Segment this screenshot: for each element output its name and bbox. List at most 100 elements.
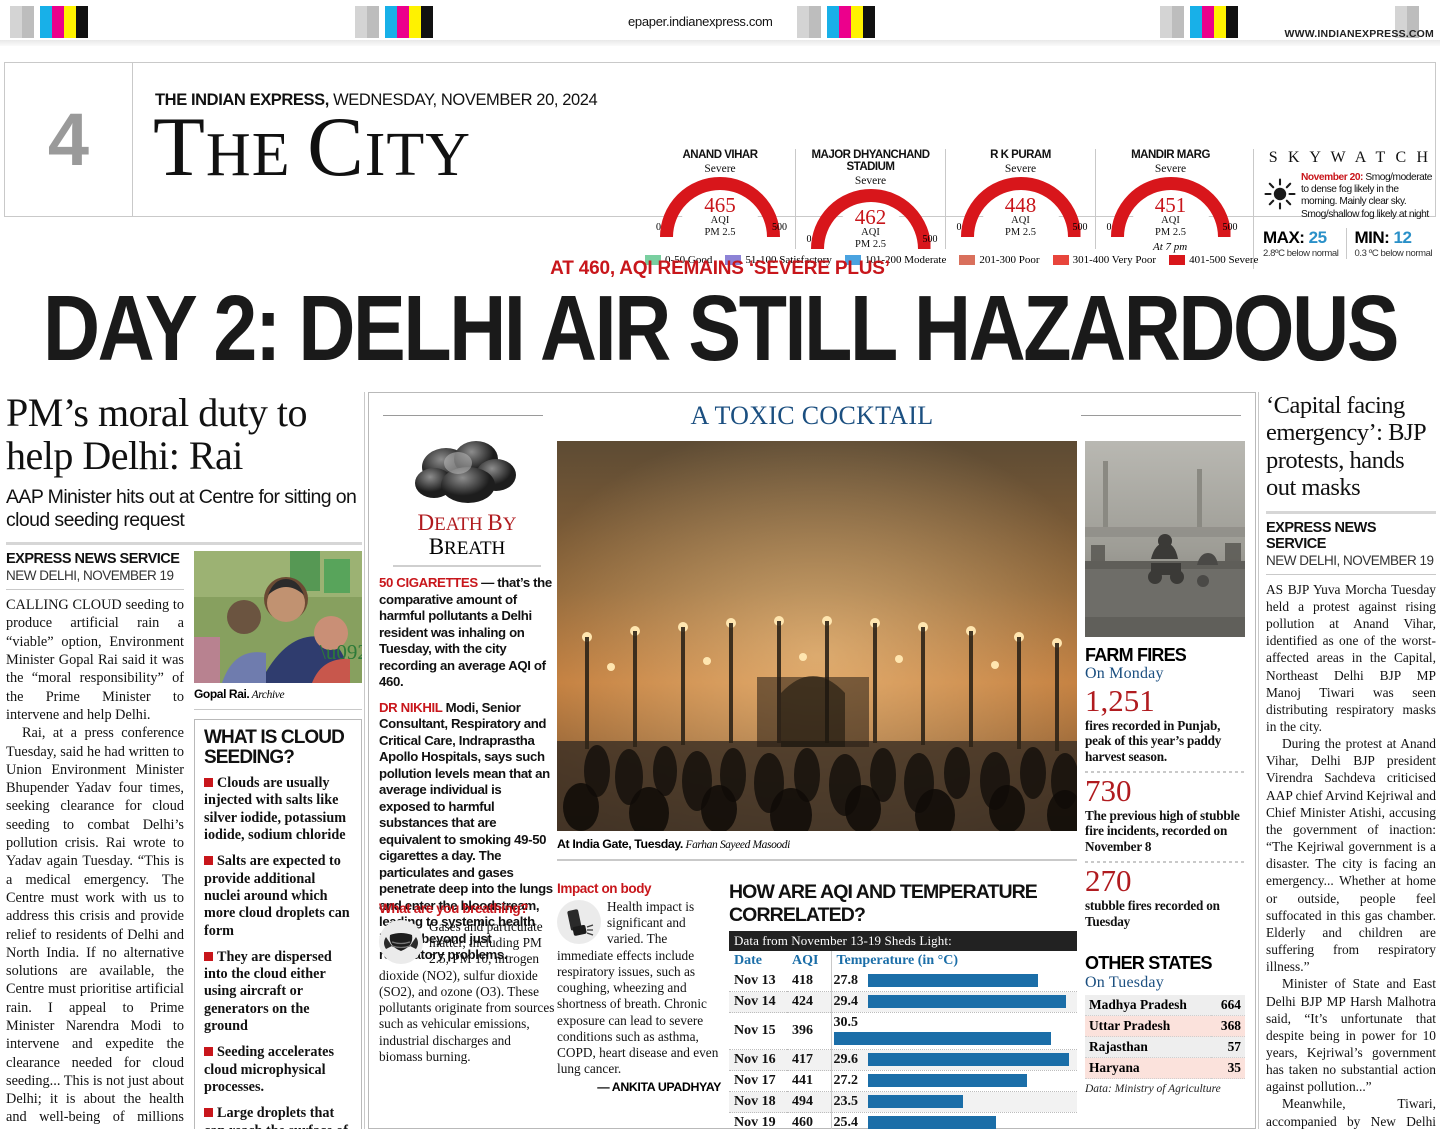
cloud-seeding-point-0: Clouds are usually injected with salts l…: [204, 775, 352, 844]
point-text: Large droplets that can reach the surfac…: [204, 1105, 348, 1129]
impact-on-body: Impact on body Health impact is signific…: [557, 881, 721, 1094]
color-block-1: [10, 6, 88, 38]
gauge-max: 500: [1222, 222, 1238, 233]
temp-bar: [867, 995, 1066, 1009]
farm-fires-stats: 1,251 fires recorded in Punjab, peak of t…: [1085, 683, 1245, 929]
col-date: Date: [734, 953, 762, 968]
point-text: Seeding accelerates cloud microphysical …: [204, 1044, 335, 1096]
columns-region: PM’s moral duty to help Delhi: Rai AAP M…: [0, 391, 1440, 1129]
stat-value: 730: [1085, 773, 1132, 809]
color-block-2: [355, 6, 433, 38]
legend-item-5: 401-500 Severe: [1169, 254, 1258, 266]
state-count: 35: [1211, 1057, 1245, 1079]
death-by-breath: DEATH BY BREATH 50 CIGARETTES — that’s t…: [379, 437, 555, 973]
temp-bar: [867, 974, 1038, 988]
temp-bar: [867, 1095, 964, 1109]
aqi-gauge-3: MANDIR MARG Severe 451 AQI PM 2.5 0 500: [1095, 149, 1245, 249]
section-title-t: T: [153, 100, 206, 194]
cell-date: Nov 15: [729, 1012, 787, 1050]
gauge-max: 500: [922, 234, 938, 245]
skywatch-date: November 20:: [1301, 172, 1363, 183]
paragraph: CALLING CLOUD seeding to produce artific…: [6, 597, 184, 723]
left-article-subtitle: AAP Minister hits out at Centre for sitt…: [6, 485, 357, 532]
gauge-value: 465: [704, 193, 736, 217]
color-block-4: [1160, 6, 1238, 38]
inhaler-icon: [557, 900, 601, 944]
state-name: Uttar Pradesh: [1085, 1015, 1212, 1037]
state-row: Madhya Pradesh 664: [1085, 995, 1245, 1016]
state-name: Rajasthan: [1085, 1036, 1212, 1058]
table-row: Nov 19 460 25.4: [729, 1112, 1077, 1129]
section-title-c: C: [307, 100, 365, 194]
stat-text: The previous high of stubble fire incide…: [1085, 807, 1240, 855]
lead-kicker: AT 460, AQI REMAINS ‘SEVERE PLUS’: [550, 258, 890, 279]
gauge-unit: AQI PM 2.5: [704, 215, 736, 239]
legend-item-1: 51-100 Satisfactory: [725, 254, 832, 266]
aqi-temperature-table: HOW ARE AQI AND TEMPERATURE CORRELATED? …: [729, 881, 1077, 1129]
caption-credit: Farhan Sayeed Masoodi: [682, 839, 790, 851]
cell-temperature: 27.2: [831, 1070, 1077, 1092]
divider: [1085, 861, 1245, 864]
impact-heading: Impact on body: [557, 881, 652, 896]
gauge-min: 0: [656, 222, 661, 233]
india-gate-photo: [557, 441, 1077, 831]
temp-value: 27.8: [833, 973, 859, 988]
table-row: Nov 15 396 30.5: [729, 1012, 1077, 1050]
column-divider-right: [1258, 392, 1259, 1129]
breathing-text: Gases and particulate matter, including …: [379, 919, 555, 1064]
gauge-dial: 462 AQI PM 2.5 0 500: [806, 189, 938, 251]
dbb-b2: B: [428, 534, 445, 560]
point-text: Salts are expected to provide additional…: [204, 853, 350, 939]
other-states-title: OTHER STATES: [1085, 953, 1213, 973]
cell-aqi: 494: [787, 1091, 832, 1113]
bar-shadow: [0, 40, 1440, 46]
temp-value: 30.5: [833, 1015, 859, 1030]
page-number: 4: [47, 98, 90, 181]
gauge-dial: 451 AQI PM 2.5 0 500: [1106, 177, 1238, 239]
section-title-ity: ITY: [364, 121, 472, 189]
skywatch-forecast: November 20: Smog/moderate to dense fog …: [1301, 172, 1437, 221]
print-registration-bar: epaper.indianexpress.com WWW.INDIANEXPRE…: [0, 0, 1440, 46]
legend-swatch: [1052, 255, 1069, 265]
stat-value: 1,251: [1085, 683, 1155, 718]
toxic-cocktail-package: A TOXIC COCKTAIL: [368, 392, 1256, 1129]
paragraph: AS BJP Yuva Morcha Tuesday held a protes…: [1266, 581, 1436, 734]
color-block-5: [1395, 6, 1419, 38]
legend-label: 101-200 Moderate: [864, 254, 947, 266]
gauge-unit: AQI PM 2.5: [1005, 215, 1036, 239]
gauge-value: 451: [1154, 193, 1187, 217]
dbb-text-1: — that’s the comparative amount of harmf…: [379, 575, 552, 690]
cell-temperature: 30.5: [831, 1012, 1077, 1050]
dbb-b: B: [487, 510, 503, 535]
stat-text: fires recorded in Punjab, peak of this y…: [1085, 717, 1222, 765]
aqi-gauge-row: ANAND VIHAR Severe 465 AQI PM 2.5 0 500 MAJOR D…: [645, 149, 1245, 251]
paragraph: Meanwhile, Tiwari, accompanied by New De…: [1266, 1096, 1436, 1129]
divider: [1266, 510, 1436, 514]
cloud-seeding-point-4: Large droplets that can reach the surfac…: [204, 1105, 352, 1129]
other-states-table: Madhya Pradesh 664 Uttar Pradesh 368 Rajasth…: [1085, 995, 1245, 1079]
mask-icon: [379, 920, 423, 964]
dbb-paragraph-1: 50 CIGARETTES — that’s the comparative a…: [379, 575, 555, 691]
legend-label: 51-100 Satisfactory: [745, 254, 832, 266]
dbb-lead-1: 50 CIGARETTES: [379, 575, 478, 591]
epaper-url-label: epaper.indianexpress.com: [628, 14, 773, 29]
cloud-seeding-points: Clouds are usually injected with salts l…: [204, 775, 352, 1129]
gauge-station-name: ANAND VIHAR: [682, 149, 759, 161]
color-block-3: [797, 6, 875, 38]
aqi-gauge-0: ANAND VIHAR Severe 465 AQI PM 2.5 0 500: [645, 149, 795, 249]
section-title: THE CITY: [153, 105, 471, 190]
cloud-seeding-point-3: Seeding accelerates cloud microphysical …: [204, 1044, 352, 1096]
dbb-lead-2: DR NIKHIL: [379, 699, 443, 715]
cell-aqi: 417: [787, 1049, 832, 1071]
site-url-label: WWW.INDIANEXPRESS.COM: [1284, 28, 1434, 40]
state-count: 368: [1211, 1015, 1245, 1037]
legend-swatch: [959, 255, 976, 265]
cloud-seeding-point-1: Salts are expected to provide additional…: [204, 853, 352, 940]
gauge-station-name: MAJOR DHYANCHAND STADIUM: [811, 149, 930, 173]
package-title: A TOXIC COCKTAIL: [690, 401, 934, 430]
caption-bold: At India Gate, Tuesday.: [557, 837, 683, 851]
cloud-seeding-point-2: They are dispersed into the cloud either…: [204, 949, 352, 1036]
dbb-paragraph-2: DR NIKHIL Modi, Senior Consultant, Respi…: [379, 700, 555, 964]
rule-right: [1081, 415, 1241, 416]
temp-value: 29.4: [833, 994, 859, 1009]
